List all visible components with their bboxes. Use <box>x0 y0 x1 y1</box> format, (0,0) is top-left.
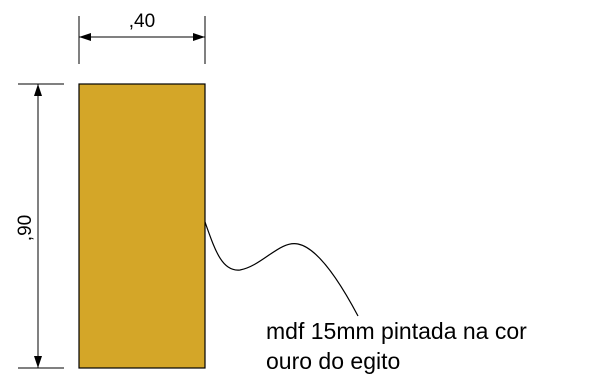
width-dimension: ,40 <box>78 11 206 64</box>
material-note-line-2: ouro do egito <box>266 348 401 374</box>
mdf-panel <box>78 83 206 369</box>
material-note: mdf 15mm pintada na cor ouro do egito <box>266 316 527 376</box>
width-dimension-label: ,40 <box>129 11 155 32</box>
leader-line <box>204 221 359 317</box>
material-note-line-1: mdf 15mm pintada na cor <box>266 318 527 344</box>
height-dimension: ,90 <box>15 83 64 369</box>
height-dimension-label: ,90 <box>15 215 36 241</box>
